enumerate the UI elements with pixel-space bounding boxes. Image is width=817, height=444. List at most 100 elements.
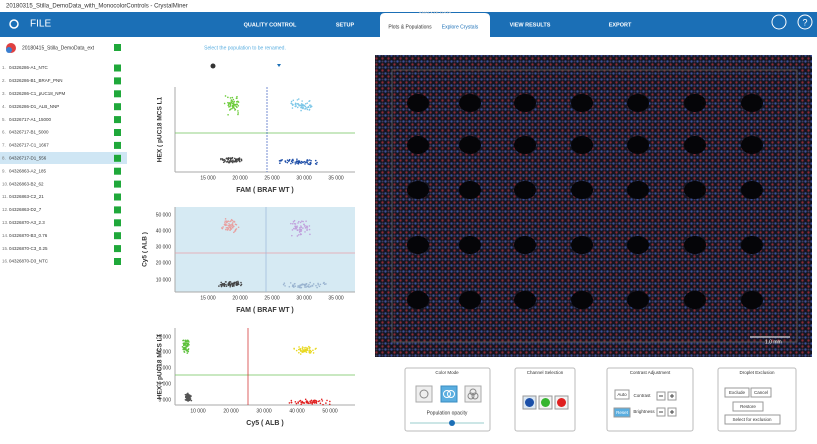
droplet-dot (322, 282, 325, 285)
plot-selected-bg (175, 207, 355, 292)
button-label[interactable]: Reset (616, 410, 629, 415)
dropdown-arrow[interactable] (277, 64, 281, 67)
droplet-dot (294, 285, 297, 287)
well-name[interactable]: 04326870-A3_2.3 (9, 220, 45, 225)
well-name[interactable]: 04326286-C1_pUC18_NPM (9, 91, 66, 96)
well-status (114, 141, 121, 149)
well-number: 12. (2, 207, 8, 212)
droplet-dot (226, 160, 229, 163)
color-mode-buttons[interactable] (410, 385, 484, 426)
droplet-dot (184, 339, 187, 342)
droplet-dot (237, 159, 240, 161)
droplet-dot (232, 160, 234, 162)
droplet-dot (232, 103, 235, 106)
droplet-dot (298, 286, 301, 289)
droplet-dot (315, 163, 318, 165)
droplet-dot (290, 162, 292, 165)
droplet-dot (318, 285, 321, 288)
hint: Select the population to be renamed. (204, 45, 286, 51)
chamber-hole (741, 236, 763, 254)
droplet-dot (228, 102, 230, 104)
button-label[interactable]: Restore (740, 404, 756, 409)
box-title: Droplet Exclusion (739, 370, 775, 375)
droplet-dot (302, 227, 304, 229)
button-label[interactable]: Select for exclusion (732, 417, 772, 422)
population-dot[interactable] (210, 63, 216, 69)
box-title: Color Mode (435, 370, 459, 375)
droplet-dot (299, 226, 301, 229)
droplet-dot (223, 282, 226, 285)
y-tick-label: 15 000 (156, 365, 172, 371)
y-axis-label: HEX ( pUC18 MCS L1 (157, 96, 164, 162)
well-name[interactable]: 04326286-D1_ALB_NNP (9, 104, 59, 109)
droplet-dot (298, 346, 300, 348)
well-number: 2. (2, 78, 6, 83)
nav-tab[interactable]: QUALITY CONTROL (244, 22, 297, 28)
crystal-image[interactable] (375, 55, 812, 357)
droplet-dot (233, 231, 235, 234)
droplet-dot (299, 221, 302, 224)
droplet-dot (326, 399, 328, 402)
tab[interactable]: Explore Crystals (442, 24, 479, 30)
analyze-tab[interactable] (380, 13, 490, 37)
chamber-hole (514, 136, 536, 154)
droplet-dot (306, 102, 309, 104)
chamber-hole (407, 291, 429, 309)
well-name[interactable]: 04326863-D2_7 (9, 207, 42, 212)
droplet-dot (225, 221, 228, 224)
droplet-dot (236, 282, 238, 285)
label: Brightness (633, 409, 655, 414)
well-name[interactable]: 04326870-D3_NTC (9, 259, 49, 264)
droplet-dot (227, 228, 230, 230)
droplet-dot (329, 400, 331, 403)
file-menu[interactable]: FILE (30, 19, 51, 30)
droplet-dot (299, 348, 302, 351)
droplet-dot (300, 286, 303, 289)
well-name[interactable]: 04326286-A1_NTC (9, 65, 49, 70)
button-label[interactable]: Cancel (754, 390, 768, 395)
droplet-dot (230, 218, 233, 221)
droplet-dot (227, 96, 229, 99)
droplet-dot (189, 395, 192, 398)
svg-text:?: ? (802, 17, 807, 27)
experiment-name[interactable]: 20180415_Stilla_DemoData_ext (22, 45, 95, 51)
chamber-hole (627, 291, 649, 309)
droplet-dot (294, 161, 297, 163)
droplet-dot (300, 102, 303, 105)
chamber-hole (741, 291, 763, 309)
well-name[interactable]: 04326863-C2_21 (9, 194, 44, 199)
nav-tab[interactable]: EXPORT (609, 22, 632, 28)
channel-buttons[interactable] (522, 395, 569, 410)
y-tick-label: 20 000 (156, 349, 172, 355)
tab[interactable]: Plots & Populations (388, 24, 432, 30)
droplet-dot (235, 281, 238, 283)
x-tick-label: 30 000 (296, 175, 312, 181)
nav-icons[interactable]: ? (9, 14, 813, 30)
button-label[interactable]: Exclude (729, 390, 746, 395)
droplet-dot (221, 227, 224, 230)
plus-minus (659, 394, 674, 414)
well-name[interactable]: 04326863-B2_62 (9, 181, 44, 186)
droplet-dot (291, 161, 294, 164)
nav-tab[interactable]: SETUP (336, 22, 355, 28)
droplet-dot (294, 401, 297, 403)
well-name[interactable]: 04326286-B1_BRAF_PNN (9, 78, 63, 83)
well-name[interactable]: 04326863-A2_185 (9, 168, 47, 173)
droplet-dot (225, 220, 228, 223)
well-name[interactable]: 04326717-C1_1667 (9, 143, 49, 148)
droplet-dot (279, 159, 282, 162)
droplet-dot (300, 229, 303, 231)
well-name[interactable]: 04326870-B3_0.76 (9, 233, 48, 238)
droplet-dot (306, 229, 308, 232)
well-name[interactable]: 04326870-C3_0.25 (9, 246, 48, 251)
droplet-dot (299, 230, 301, 233)
droplet-dot (287, 160, 290, 162)
droplet-dot (321, 400, 324, 402)
droplet-dot (311, 285, 314, 287)
nav-tab[interactable]: VIEW RESULTS (510, 22, 551, 28)
well-name[interactable]: 04326717-D1_556 (9, 155, 47, 160)
well-name[interactable]: 04326717-B1_5000 (9, 130, 49, 135)
well-name[interactable]: 04326717-A1_15000 (9, 117, 52, 122)
button-label[interactable]: Auto (617, 392, 627, 397)
